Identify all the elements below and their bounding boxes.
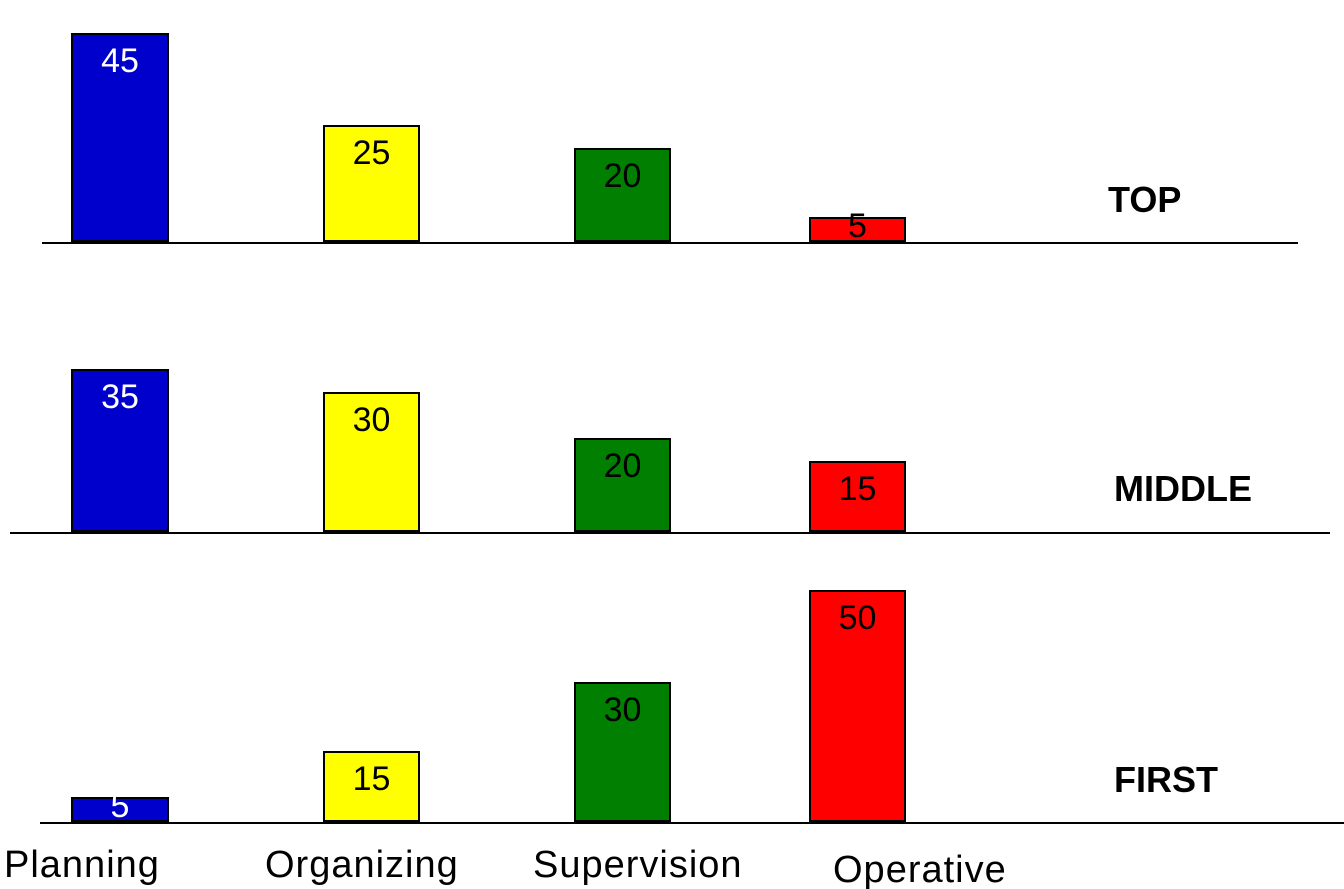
level-label: TOP: [1108, 179, 1181, 220]
bar-middle-supervision: [574, 438, 671, 532]
category-label-planning: Planning: [4, 844, 160, 886]
panel-first: 5 15 30 50 FIRST: [40, 590, 1344, 825]
chart-panels: 45 25 20 5 TOP 35 30 20 15 MIDDLE 5 15 30 50 FIRST: [10, 33, 1344, 825]
level-label: FIRST: [1114, 759, 1218, 800]
panel-top: 45 25 20 5 TOP: [42, 33, 1298, 245]
bar-middle-organizing: [323, 392, 420, 532]
bar-top-operative: [809, 217, 906, 242]
category-label-organizing: Organizing: [265, 844, 459, 886]
bar-value-label: 50: [839, 599, 877, 637]
bar-value-label: 20: [604, 447, 642, 485]
bar-first-organizing: [323, 751, 420, 822]
bar-top-planning: [71, 33, 169, 242]
bar-value-label: 15: [353, 760, 391, 798]
bar-value-label: 30: [604, 691, 642, 729]
bar-first-supervision: [574, 682, 671, 822]
bar-value-label: 45: [101, 42, 139, 80]
bar-value-label: 5: [848, 207, 867, 245]
panel-middle: 35 30 20 15 MIDDLE: [10, 369, 1330, 534]
bar-first-planning: [71, 797, 169, 822]
category-label-operative: Operative: [833, 849, 1007, 889]
bar-value-label: 15: [839, 470, 877, 508]
bar-value-label: 35: [101, 378, 139, 416]
bar-middle-planning: [71, 369, 169, 532]
bar-value-label: 25: [353, 134, 391, 172]
bar-first-operative: [809, 590, 906, 822]
category-labels: Planning Organizing Supervision Operative: [4, 844, 1007, 889]
bar-middle-operative: [809, 461, 906, 532]
bar-value-label: 30: [353, 401, 391, 439]
bar-value-label: 5: [111, 787, 130, 825]
bar-top-supervision: [574, 148, 671, 242]
category-label-supervision: Supervision: [533, 844, 743, 886]
bar-top-organizing: [323, 125, 420, 242]
bar-value-label: 20: [604, 157, 642, 195]
level-label: MIDDLE: [1114, 468, 1252, 509]
